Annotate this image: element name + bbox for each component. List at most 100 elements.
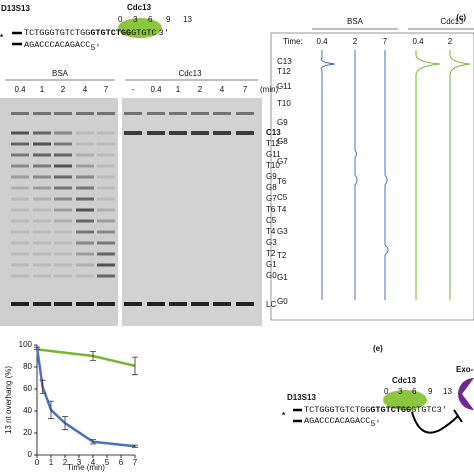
- band-label: T12: [277, 67, 291, 76]
- band: [11, 142, 29, 146]
- band: [76, 175, 94, 179]
- lane-label: 0.4: [14, 85, 26, 94]
- seq-end: 5': [370, 419, 380, 429]
- band: [11, 230, 29, 234]
- band: [147, 302, 165, 306]
- band-label: G9: [277, 118, 288, 127]
- band: [11, 175, 29, 179]
- band: [76, 131, 94, 135]
- band-label: T10: [277, 99, 291, 108]
- error-bar: [90, 351, 96, 361]
- band: [97, 142, 115, 146]
- band: [54, 241, 72, 245]
- band-label: G0: [266, 271, 277, 280]
- x-tick-label: 1: [49, 458, 54, 467]
- band: [76, 186, 94, 190]
- band-label: G8: [266, 183, 277, 192]
- lane-label: 1: [176, 85, 181, 94]
- band: [33, 112, 51, 115]
- band: [97, 175, 115, 179]
- band: [124, 131, 142, 135]
- band: [97, 197, 115, 201]
- band: [54, 302, 72, 306]
- band: [76, 274, 94, 278]
- band: [97, 153, 115, 157]
- band: [33, 142, 51, 146]
- lane-label: 0.4: [412, 37, 424, 46]
- band: [11, 219, 29, 223]
- band-label: G11: [266, 150, 281, 159]
- construct: D13S13: [1, 4, 30, 13]
- gel-right-label: Cdc13: [178, 69, 202, 78]
- lane-label: 0.4: [150, 85, 162, 94]
- positions: 0 3 6 9 13: [118, 15, 192, 24]
- band: [191, 131, 209, 135]
- band: [213, 131, 231, 135]
- asterisk: *: [282, 411, 286, 420]
- x-tick-label: 6: [119, 458, 124, 467]
- band-label: T2: [277, 251, 287, 260]
- band: [11, 252, 29, 256]
- band: [97, 241, 115, 245]
- band-label: T4: [277, 205, 287, 214]
- x-tick-label: 3: [77, 458, 82, 467]
- trace: [384, 50, 389, 300]
- group-label: BSA: [347, 17, 364, 26]
- band: [54, 274, 72, 278]
- band-label: G3: [266, 238, 277, 247]
- band: [213, 302, 231, 306]
- band: [97, 112, 115, 115]
- band: [11, 302, 29, 306]
- band: [33, 263, 51, 267]
- error-bar: [39, 379, 46, 394]
- band: [213, 112, 231, 115]
- band-label: G1: [277, 273, 288, 282]
- band: [169, 112, 187, 115]
- lane-label: 4: [220, 85, 225, 94]
- lane-label: 0.4: [316, 37, 328, 46]
- seq: TCTGGGTGTCTGG: [24, 28, 90, 38]
- band: [33, 208, 51, 212]
- band: [11, 186, 29, 190]
- band: [54, 186, 72, 190]
- band: [191, 112, 209, 115]
- x-axis-label: Time (min): [67, 463, 105, 472]
- seq: AGACCCACAGACC: [24, 40, 90, 50]
- band: [54, 112, 72, 115]
- band: [147, 112, 165, 115]
- pos: 0: [118, 15, 123, 24]
- band: [11, 131, 29, 135]
- band: [97, 230, 115, 234]
- band: [76, 153, 94, 157]
- y-tick-label: 0: [28, 450, 33, 459]
- trace: [354, 50, 358, 300]
- band: [76, 219, 94, 223]
- x-tick-label: 2: [63, 458, 68, 467]
- band-label: T6: [277, 177, 287, 186]
- lane-label: 7: [243, 85, 248, 94]
- band: [11, 241, 29, 245]
- pos: 0: [384, 387, 389, 396]
- panel-label: (c): [456, 13, 466, 22]
- y-tick-label: 100: [19, 340, 33, 349]
- band-label: G1: [266, 260, 277, 269]
- band: [236, 112, 254, 115]
- band-label: C13: [266, 128, 281, 137]
- band: [54, 230, 72, 234]
- error-bar: [90, 439, 96, 445]
- error-bar: [132, 356, 138, 376]
- trace: [449, 50, 471, 300]
- band-label: T10: [266, 161, 280, 170]
- band: [33, 230, 51, 234]
- lane-label: 7: [104, 85, 109, 94]
- band: [54, 131, 72, 135]
- exo-shape: [458, 378, 474, 410]
- seq-end: 5': [90, 43, 100, 53]
- band: [169, 131, 187, 135]
- lane-label: 2: [198, 85, 203, 94]
- x-tick-label: 0: [35, 458, 40, 467]
- band: [97, 252, 115, 256]
- pos: 9: [428, 387, 433, 396]
- seq: AGACCCACAGACC: [304, 416, 370, 426]
